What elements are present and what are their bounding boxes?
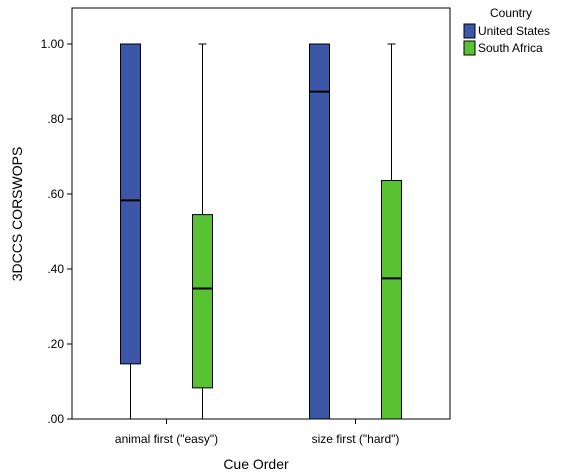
y-tick-label-2: .40 [47, 262, 64, 276]
y-tick-label-5: 1.00 [41, 37, 65, 51]
y-tick-label-0: .00 [47, 412, 64, 426]
box-body [120, 43, 141, 365]
legend: Country United States South Africa [463, 6, 550, 56]
x-tick-label-1: size first ("hard") [312, 432, 400, 446]
legend-label-0: United States [478, 24, 550, 38]
legend-label-1: South Africa [478, 41, 543, 55]
legend-swatch-1 [463, 40, 476, 56]
x-axis: animal first ("easy") size first ("hard") [115, 419, 400, 446]
legend-swatch-0 [463, 23, 476, 39]
y-axis-title: 3DCCS CORSWOPS [9, 147, 25, 282]
box-body [192, 214, 213, 389]
x-axis-title: Cue Order [223, 456, 289, 472]
box-body [381, 180, 402, 420]
box-1-1 [381, 43, 402, 420]
box-group [120, 43, 402, 420]
y-tick-label-3: .60 [47, 187, 64, 201]
y-axis: .00 .20 .40 .60 .80 1.00 [41, 37, 72, 426]
y-tick-label-1: .20 [47, 337, 64, 351]
box-body [309, 43, 330, 420]
y-tick-label-4: .80 [47, 112, 64, 126]
legend-title: Country [490, 6, 532, 20]
x-tick-label-0: animal first ("easy") [115, 432, 218, 446]
box-0-0 [120, 43, 141, 420]
box-1-0 [192, 43, 213, 420]
box-0-1 [309, 43, 330, 420]
